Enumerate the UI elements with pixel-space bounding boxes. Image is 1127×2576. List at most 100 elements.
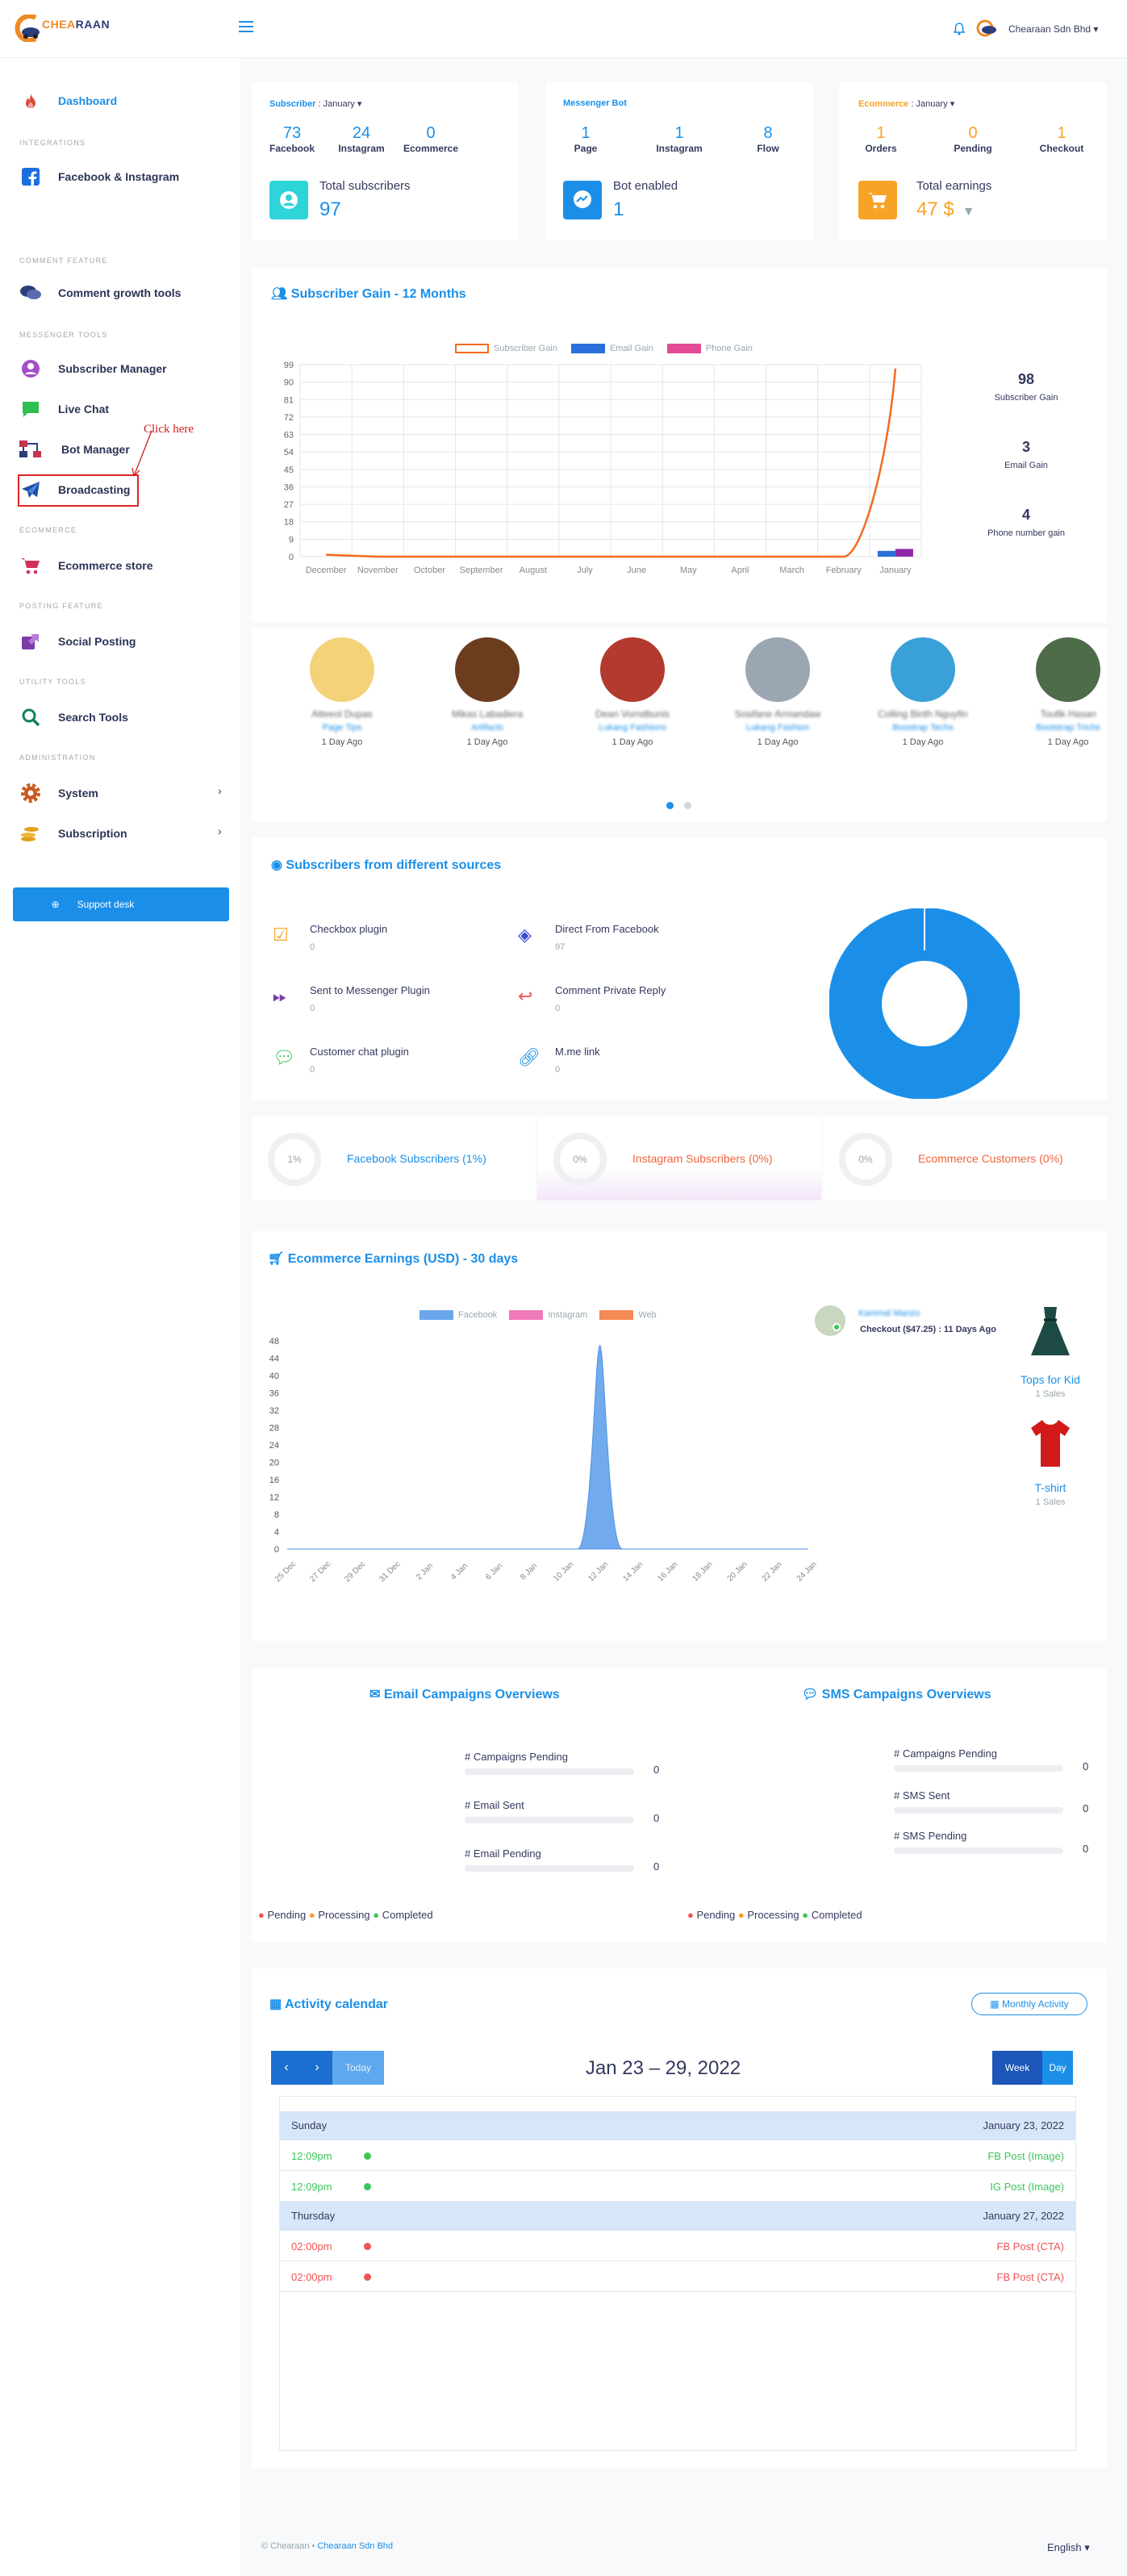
campaign-metric-bar [894,1765,1063,1772]
prev-week-button[interactable]: ‹ [271,2051,302,2085]
sidebar-item-subscriber-manager[interactable]: Subscriber Manager [19,357,167,381]
week-view-button[interactable]: Week [992,2051,1042,2085]
percent-tile[interactable]: 0% Ecommerce Customers (0%) [823,1117,1107,1200]
bell-icon[interactable] [953,23,966,38]
x-tick-label: May [680,566,697,575]
percent-tile[interactable]: 1% Facebook Subscribers (1%) [252,1117,536,1200]
sidebar-item-comment-growth[interactable]: Comment growth tools [19,281,181,305]
subscriber-avatar[interactable] [745,637,810,702]
subscriber-page[interactable]: Page Tips [322,723,362,733]
carousel-dot-active[interactable] [666,802,674,809]
dress-product-image[interactable] [1028,1305,1073,1362]
calendar-icon: ▦ [990,1998,1000,2010]
event-time: 02:00pm [291,2240,332,2252]
percent-tile-label: Ecommerce Customers (0%) [918,1152,1063,1165]
buyer-name[interactable]: Kammal Manzo [858,1309,920,1318]
section-title: ▦ Activity calendar [269,1998,389,2011]
user-circle-icon: ◉ [271,858,286,872]
sidebar-item-dashboard[interactable]: Dashboard [19,89,117,113]
today-button[interactable]: Today [332,2051,384,2085]
campaigns-card: ✉ Email Campaigns Overviews 💬︎ SMS Campa… [252,1668,1107,1943]
event-title[interactable]: FB Post (Image) [987,2150,1064,2162]
chevron-right-icon[interactable]: › [218,825,222,837]
chevron-right-icon[interactable]: › [218,784,222,797]
campaign-metric-value: 0 [653,1812,660,1824]
gain-value: 4 [1021,507,1030,523]
campaign-metric-bar [894,1847,1063,1854]
subscriber-avatar[interactable] [1036,637,1100,702]
sitemap-icon [19,438,42,461]
y-tick-label: 40 [269,1372,279,1381]
event-title[interactable]: FB Post (CTA) [996,2271,1064,2283]
subscriber-avatar[interactable] [600,637,665,702]
account-avatar[interactable] [976,19,999,37]
x-tick-label: November [357,566,399,575]
sidebar-item-system[interactable]: System [19,781,98,805]
stat-label: Instagram [338,143,385,154]
total-label: Total subscribers [319,179,411,193]
calendar-event-row[interactable] [280,2140,1075,2171]
product-name[interactable]: T-shirt [1034,1481,1066,1494]
support-desk-button[interactable]: ⊕ Support desk [13,887,229,921]
sidebar-item-facebook-instagram[interactable]: Facebook & Instagram [19,165,179,189]
life-ring-icon: ⊕ [51,899,60,910]
sidebar-item-social-posting[interactable]: Social Posting [19,629,136,653]
subscriber-page[interactable]: Lukang Fashions [599,723,666,733]
y-tick-label: 9 [289,535,294,545]
event-dot [364,2183,371,2190]
menu-toggle-icon[interactable] [239,21,253,34]
chart-legend: Subscriber Gain Email Gain Phone Gain [455,344,753,354]
x-tick-label: August [520,566,547,575]
subscriber-page[interactable]: Bootstrap Trichs [1036,723,1100,733]
subscriber-avatar[interactable] [891,637,955,702]
calendar-day-header [280,2202,1075,2231]
event-title[interactable]: FB Post (CTA) [996,2240,1064,2252]
sidebar-item-ecommerce-store[interactable]: Ecommerce store [19,553,153,578]
x-tick-label: 24 Jan [795,1560,816,1584]
stat-label: Checkout [1039,143,1084,154]
brand-logo[interactable]: CHEARAAN [11,15,110,42]
x-tick-label: June [627,566,646,575]
sidebar-item-bot-manager[interactable]: Bot Manager [19,437,130,461]
monthly-activity-button[interactable]: ▦ Monthly Activity [971,1993,1087,2015]
sidebar-item-live-chat[interactable]: Live Chat [19,397,109,421]
campaign-metric-value: 0 [1083,1843,1089,1855]
footer-link[interactable]: Chearaan Sdn Bhd [317,2541,394,2551]
next-week-button[interactable]: › [302,2051,332,2085]
carousel-dot[interactable] [684,802,691,809]
subscriber-page[interactable]: Lukang Fashion [745,723,810,733]
gear-icon [19,782,42,804]
section-utility: UTILITY TOOLS [19,678,86,686]
gain-value: 3 [1021,439,1030,455]
sidebar-item-search-tools[interactable]: Search Tools [19,705,128,729]
calendar-range-title: Jan 23 – 29, 2022 [585,2057,741,2079]
subscriber-page[interactable]: Artifacts [471,723,503,733]
event-title[interactable]: IG Post (Image) [990,2181,1064,2193]
sidebar-item-broadcasting[interactable]: Broadcasting [19,478,130,502]
card-title: Messenger Bot [563,98,627,108]
bullseye-icon: ◈ [518,925,532,945]
calendar-event-row[interactable] [280,2231,1075,2261]
subscriber-gain-chart: 0 9 18 27 36 45 54 63 72 81 90 99 December November Oc… [284,361,922,575]
subscriber-page[interactable]: Boostrap Techs [892,723,954,733]
stat-value: 1 [674,124,684,142]
percent-tile[interactable]: 0% Instagram Subscribers (0%) [537,1117,821,1200]
subscriber-avatar[interactable] [310,637,374,702]
tshirt-product-image[interactable] [1029,1418,1071,1468]
y-tick-label: 18 [284,518,294,528]
checkout-text: Checkout ($47.25) : 11 Days Ago [860,1325,996,1334]
account-name[interactable]: Chearaan Sdn Bhd ▾ [1008,23,1099,35]
calendar-event-row[interactable] [280,2171,1075,2202]
subscriber-avatar[interactable] [455,637,520,702]
recent-subscribers-carousel: Atteeol Dupas Page Tips 1 Day Ago Mikas Lab… [252,628,1107,821]
calendar-event-row[interactable] [280,2261,1075,2292]
source-label: Customer chat plugin [310,1046,409,1058]
x-tick-label: 4 Jan [449,1562,470,1582]
sidebar-item-subscription[interactable]: Subscription [19,821,127,845]
x-tick-label: 18 Jan [691,1560,715,1584]
wechat-icon: 💬︎ [273,1047,295,1067]
product-name[interactable]: Tops for Kid [1021,1373,1080,1386]
x-tick-label: September [460,566,503,575]
day-view-button[interactable]: Day [1042,2051,1073,2085]
language-selector[interactable]: English ▾ [1047,2541,1090,2553]
